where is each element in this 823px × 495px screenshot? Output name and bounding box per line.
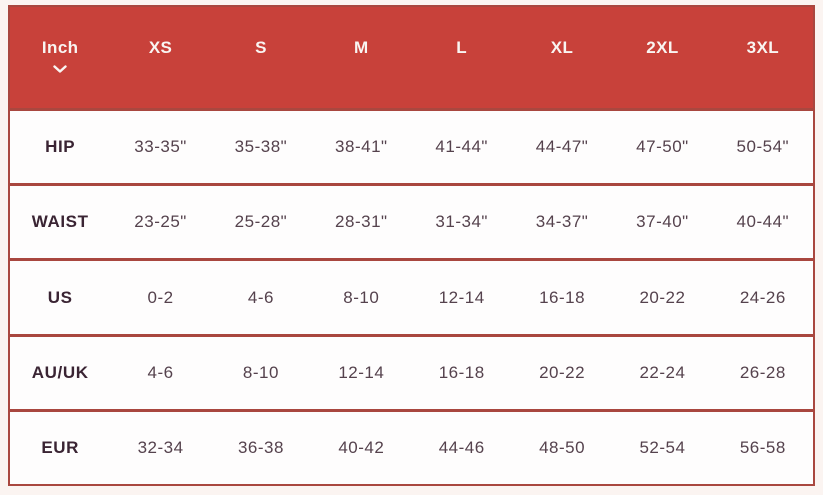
waist-2xl: 37-40"	[636, 212, 689, 232]
waist-m: 28-31"	[335, 212, 388, 232]
size-chart-table: Inch XS S M L XL 2XL 3XL HIP 33-35" 35-3…	[8, 5, 815, 486]
unit-selector-label: Inch	[41, 38, 79, 57]
hip-m: 38-41"	[335, 137, 388, 157]
column-header-s: S	[255, 38, 267, 57]
eur-l: 44-46	[438, 437, 485, 457]
hip-xl: 44-47"	[535, 137, 589, 157]
hip-l: 41-44"	[435, 137, 488, 157]
row-label-hip: HIP	[45, 137, 76, 157]
auuk-s: 8-10	[242, 362, 279, 382]
row-label-auuk: AU/UK	[31, 362, 89, 382]
waist-l: 31-34"	[435, 212, 488, 232]
auuk-m: 12-14	[338, 362, 385, 382]
us-3xl: 24-26	[739, 287, 786, 307]
auuk-xs: 4-6	[147, 362, 174, 382]
us-l: 12-14	[438, 287, 485, 307]
hip-2xl: 47-50"	[636, 137, 689, 157]
us-xs: 0-2	[147, 287, 174, 307]
eur-m: 40-42	[338, 437, 385, 457]
table-row-eur: EUR 32-34 36-38 40-42 44-46 48-50 52-54 …	[10, 408, 813, 485]
hip-3xl: 50-54"	[736, 137, 790, 157]
eur-s: 36-38	[237, 437, 284, 457]
hip-s: 35-38"	[234, 137, 288, 157]
table-row-us: US 0-2 4-6 8-10 12-14 16-18 20-22 24-26	[10, 258, 813, 334]
row-label-eur: EUR	[41, 437, 80, 457]
column-header-3xl: 3XL	[746, 38, 779, 57]
waist-3xl: 40-44"	[736, 212, 790, 232]
waist-xs: 23-25"	[134, 212, 187, 232]
column-header-xs: XS	[148, 38, 173, 57]
row-label-us: US	[47, 287, 73, 307]
waist-xl: 34-37"	[535, 212, 589, 232]
unit-selector-dropdown[interactable]: Inch	[10, 7, 110, 108]
size-chart-header-row: Inch XS S M L XL 2XL 3XL	[10, 7, 813, 108]
column-header-xl: XL	[550, 38, 574, 57]
column-header-2xl: 2XL	[646, 38, 679, 57]
waist-s: 25-28"	[234, 212, 288, 232]
us-2xl: 20-22	[639, 287, 686, 307]
table-row-auuk: AU/UK 4-6 8-10 12-14 16-18 20-22 22-24 2…	[10, 333, 813, 409]
eur-2xl: 52-54	[639, 437, 686, 457]
row-label-waist: WAIST	[31, 212, 89, 232]
us-xl: 16-18	[539, 287, 586, 307]
auuk-2xl: 22-24	[639, 362, 686, 382]
us-s: 4-6	[247, 287, 274, 307]
column-header-l: L	[456, 38, 468, 57]
eur-xl: 48-50	[539, 437, 586, 457]
auuk-xl: 20-22	[539, 362, 586, 382]
column-header-m: M	[354, 38, 369, 57]
eur-xs: 32-34	[137, 437, 184, 457]
table-row-hip: HIP 33-35" 35-38" 38-41" 41-44" 44-47" 4…	[10, 108, 813, 184]
auuk-3xl: 26-28	[739, 362, 786, 382]
eur-3xl: 56-58	[739, 437, 786, 457]
us-m: 8-10	[343, 287, 380, 307]
hip-xs: 33-35"	[134, 137, 187, 157]
auuk-l: 16-18	[438, 362, 485, 382]
table-row-waist: WAIST 23-25" 25-28" 28-31" 31-34" 34-37"…	[10, 183, 813, 259]
chevron-down-icon	[53, 65, 67, 73]
